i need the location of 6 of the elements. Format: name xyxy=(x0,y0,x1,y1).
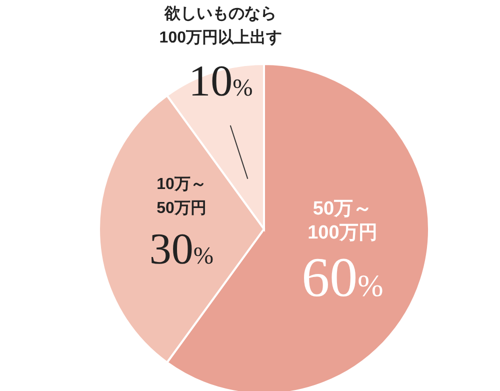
data-label: 10% xyxy=(188,56,253,106)
data-label: 30% xyxy=(149,224,214,274)
slice-label: 10万～ 50万円 xyxy=(156,176,206,217)
slice-label: 欲しいものなら 100万円以上出す xyxy=(159,6,282,47)
slice-label: 50万～ 100万円 xyxy=(308,198,378,244)
data-label: 60% xyxy=(302,247,384,310)
